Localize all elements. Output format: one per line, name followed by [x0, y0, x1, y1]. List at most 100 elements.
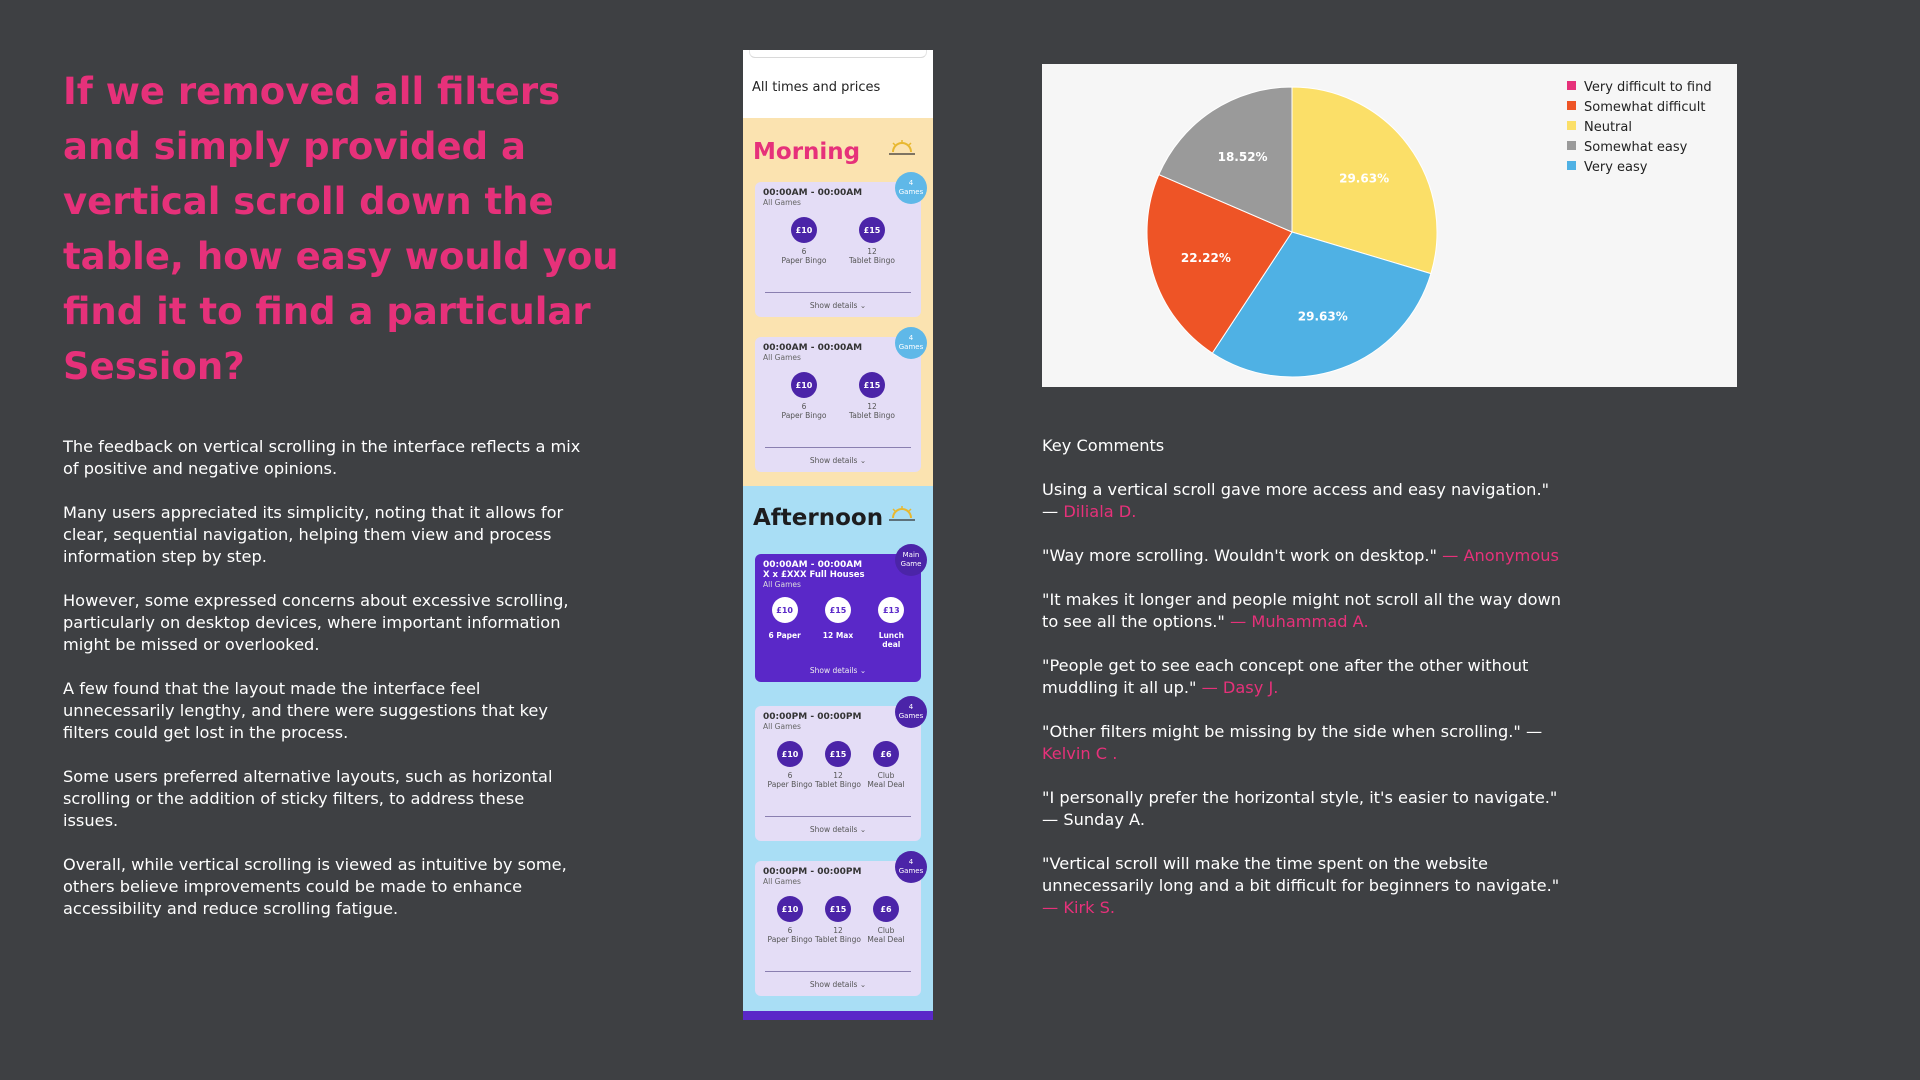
session-card[interactable]: 4 Games 00:00PM - 00:00PM All Games £10 6…	[755, 851, 927, 996]
price-pill: £10	[777, 896, 803, 922]
games-count-badge: 4 Games	[895, 327, 927, 359]
price-pill: £15	[825, 896, 851, 922]
sun-icon	[889, 506, 915, 521]
chevron-down-icon: ⌄	[859, 301, 867, 310]
comment-item: "I personally prefer the horizontal styl…	[1042, 788, 1558, 829]
legend-label: Neutral	[1584, 119, 1632, 135]
comments-list: Using a vertical scroll gave more access…	[1042, 479, 1562, 941]
session-sub: All Games	[763, 198, 801, 207]
mobile-mockup: All times and prices Morning 4 Games 00:0…	[743, 50, 933, 1020]
summary-paragraph: A few found that the layout made the int…	[63, 679, 548, 742]
price-pill: £10	[771, 597, 798, 623]
session-time: 00:00AM - 00:00AM	[763, 343, 863, 353]
comment-item: "Other filters might be missing by the s…	[1042, 722, 1543, 763]
pie-chart: 29.63% 29.63% 22.22% 18.52% Very difficult …	[1042, 64, 1737, 387]
chevron-down-icon: ⌄	[859, 825, 867, 834]
show-details-button[interactable]: Show details ⌄	[809, 825, 867, 834]
price-option[interactable]: £10 6 Paper Bingo	[766, 896, 814, 944]
games-count-badge: 4 Games	[895, 851, 927, 883]
legend-label: Very difficult to find	[1584, 79, 1712, 95]
legend-swatch	[1567, 140, 1576, 150]
legend-label: Somewhat difficult	[1584, 99, 1706, 115]
summary-paragraph: The feedback on vertical scrolling in th…	[63, 437, 581, 478]
session-card[interactable]: 4 Games 00:00PM - 00:00PM All Games £10 6…	[755, 696, 927, 841]
comment-author: — Muhammad A.	[1230, 612, 1369, 631]
comment-item: "Vertical scroll will make the time spen…	[1042, 854, 1560, 917]
session-sub: All Games	[763, 877, 801, 886]
pie-slice-somewhat-easy	[1158, 86, 1293, 233]
search-bar[interactable]	[749, 50, 927, 58]
chevron-down-icon: ⌄	[859, 666, 867, 675]
price-option[interactable]: £15 12 Tablet Bingo	[848, 372, 896, 420]
session-time: 00:00AM - 00:00AM	[763, 188, 863, 198]
price-option[interactable]: £10 6 Paper Bingo	[780, 372, 828, 420]
pie-data-label: 18.52%	[1218, 150, 1268, 164]
price-option[interactable]: £6 Club Meal Deal	[862, 741, 910, 789]
sunrise-icon	[889, 140, 915, 155]
legend-item: Very difficult to find	[1567, 77, 1712, 97]
show-details-button[interactable]: Show details ⌄	[809, 456, 867, 465]
pie-data-label: 29.63%	[1339, 171, 1389, 185]
legend-label: Very easy	[1584, 159, 1648, 175]
comment-author: Diliala D.	[1063, 502, 1137, 521]
price-pill: £15	[859, 217, 885, 243]
comment-item: "It makes it longer and people might not…	[1042, 590, 1561, 631]
legend-swatch	[1567, 160, 1576, 170]
divider	[765, 292, 911, 293]
legend-item: Very easy	[1567, 157, 1712, 177]
summary-text: The feedback on vertical scrolling in th…	[63, 436, 583, 942]
legend-swatch	[1567, 100, 1576, 110]
comment-author: Kelvin C .	[1042, 744, 1118, 763]
price-pill: £6	[873, 896, 899, 922]
afternoon-section: Afternoon Main Game 00:00AM - 00:00AM X x…	[743, 486, 933, 1020]
comment-author: — Kirk S.	[1042, 898, 1116, 917]
legend-item: Somewhat easy	[1567, 137, 1712, 157]
show-details-button[interactable]: Show details ⌄	[809, 301, 867, 310]
pie-data-label: 22.22%	[1181, 251, 1231, 265]
session-time: 00:00PM - 00:00PM	[763, 867, 862, 877]
session-card[interactable]: 4 Games 00:00AM - 00:00AM All Games £10 6…	[755, 327, 927, 472]
price-pill: £6	[873, 741, 899, 767]
times-filter-label[interactable]: All times and prices	[752, 80, 881, 95]
price-option[interactable]: £13 Lunch deal	[870, 597, 913, 649]
legend-item: Neutral	[1567, 117, 1712, 137]
price-option[interactable]: £6 Club Meal Deal	[862, 896, 910, 944]
games-count-badge: 4 Games	[895, 172, 927, 204]
price-option[interactable]: £10 6 Paper Bingo	[766, 741, 814, 789]
price-pill: £13	[878, 597, 905, 623]
price-pill: £10	[791, 217, 817, 243]
divider	[765, 816, 911, 817]
show-details-button[interactable]: Show details ⌄	[809, 980, 867, 989]
session-sub: All Games	[763, 353, 801, 362]
price-option[interactable]: £15 12 Tablet Bingo	[814, 896, 862, 944]
pie-slice-neutral	[1291, 86, 1438, 275]
pie-slice-very-easy	[1211, 231, 1432, 378]
chevron-down-icon: ⌄	[859, 456, 867, 465]
price-pill: £15	[859, 372, 885, 398]
legend-label: Somewhat easy	[1584, 139, 1688, 155]
session-sub: All Games	[763, 580, 801, 589]
legend-item: Somewhat difficult	[1567, 97, 1712, 117]
summary-paragraph: Overall, while vertical scrolling is vie…	[63, 855, 567, 918]
comment-item: Using a vertical scroll gave more access…	[1042, 480, 1550, 521]
session-time: 00:00PM - 00:00PM	[763, 712, 862, 722]
price-option[interactable]: £10 6 Paper	[763, 597, 806, 649]
price-pill: £15	[825, 741, 851, 767]
pie-chart-svg: 29.63% 29.63% 22.22% 18.52%	[1146, 86, 1438, 378]
session-card[interactable]: 4 Games 00:00AM - 00:00AM All Games £10 6…	[755, 172, 927, 317]
price-option[interactable]: £15 12 Tablet Bingo	[814, 741, 862, 789]
session-time: 00:00AM - 00:00AM	[763, 560, 863, 570]
price-option[interactable]: £15 12 Tablet Bingo	[848, 217, 896, 265]
summary-paragraph: However, some expressed concerns about e…	[63, 591, 569, 654]
price-pill: £10	[777, 741, 803, 767]
morning-section: Morning 4 Games 00:00AM - 00:00AM All Gam…	[743, 118, 933, 486]
price-option[interactable]: £15 12 Max	[816, 597, 859, 649]
price-option[interactable]: £10 6 Paper Bingo	[780, 217, 828, 265]
show-details-button[interactable]: Show details ⌄	[809, 666, 867, 675]
chevron-down-icon: ⌄	[859, 980, 867, 989]
main-game-card[interactable]: Main Game 00:00AM - 00:00AM X x £XXX Full…	[755, 544, 927, 682]
main-game-badge: Main Game	[895, 544, 927, 576]
chart-legend: Very difficult to find Somewhat difficult…	[1567, 77, 1712, 177]
legend-swatch	[1567, 120, 1576, 130]
summary-paragraph: Some users preferred alternative layouts…	[63, 767, 553, 830]
